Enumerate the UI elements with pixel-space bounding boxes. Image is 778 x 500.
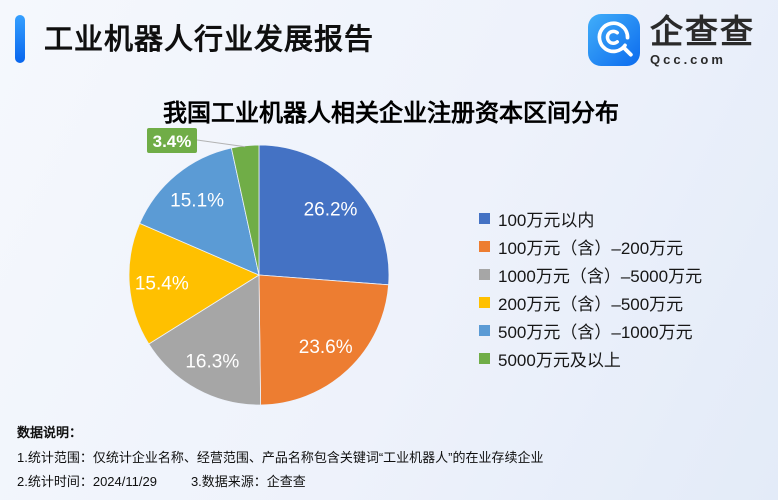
- notes-scope: 1.统计范围：仅统计企业名称、经营范围、产品名称包含关键词“工业机器人”的在业存…: [17, 450, 544, 465]
- legend-swatch: [479, 324, 490, 336]
- legend-item: 100万元（含）–200万元: [479, 232, 702, 260]
- notes-line2: 2.统计时间：2024/11/29 3.数据来源：企查查: [17, 471, 306, 490]
- legend-swatch: [479, 268, 490, 280]
- legend-label: 500万元（含）–1000万元: [498, 322, 693, 342]
- legend-label: 5000万元及以上: [498, 350, 621, 370]
- logo-domain: Qcc.com: [650, 52, 726, 67]
- legend-label: 1000万元（含）–5000万元: [498, 266, 703, 286]
- notes-source: 3.数据来源：企查查: [190, 474, 306, 489]
- callout-label: 3.4%: [153, 132, 192, 151]
- legend-item: 1000万元（含）–5000万元: [479, 260, 702, 288]
- title-accent-bar: [15, 15, 25, 63]
- legend-item: 100万元以内: [479, 204, 702, 232]
- legend-label: 200万元（含）–500万元: [498, 294, 684, 314]
- logo-name: 企查查: [650, 13, 755, 50]
- slice-percent-label: 23.6%: [299, 337, 353, 358]
- legend-item: 500万元（含）–1000万元: [479, 316, 702, 344]
- slice-percent-label: 15.4%: [135, 273, 189, 294]
- callout-leader-line: [196, 139, 246, 148]
- callout-box: [147, 128, 197, 153]
- pie-slice-5: [230, 144, 260, 276]
- chart-title: 我国工业机器人相关企业注册资本区间分布: [163, 100, 619, 127]
- notes-time: 2.统计时间：2024/11/29: [17, 474, 157, 489]
- slice-percent-label: 26.2%: [304, 200, 358, 221]
- pie-chart: 26.2% 23.6% 16.3% 15.4% 15.1% 3.4%: [128, 128, 390, 406]
- legend-item: 200万元（含）–500万元: [479, 288, 702, 316]
- slice-percent-label: 15.1%: [170, 191, 224, 212]
- pie-slice-4: [139, 147, 260, 276]
- pie-slice-0: [258, 144, 390, 286]
- pie-slice-1: [258, 274, 390, 406]
- data-notes: 数据说明： 1.统计范围：仅统计企业名称、经营范围、产品名称包含关键词“工业机器…: [17, 422, 544, 489]
- page-title: 工业机器人行业发展报告: [44, 24, 375, 56]
- qcc-magnifier-icon: [588, 14, 640, 66]
- legend-swatch: [479, 212, 490, 224]
- legend-label: 100万元（含）–200万元: [498, 238, 684, 258]
- notes-heading: 数据说明：: [17, 425, 83, 440]
- legend-swatch: [479, 296, 490, 308]
- chart-legend: 100万元以内 100万元（含）–200万元 1000万元（含）–5000万元 …: [479, 204, 702, 372]
- legend-item: 5000万元及以上: [479, 344, 702, 372]
- legend-label: 100万元以内: [498, 210, 595, 230]
- slice-percent-label: 16.3%: [185, 352, 239, 373]
- pie-slice-2: [148, 274, 262, 406]
- qcc-logo: 企查查 Qcc.com: [588, 14, 755, 67]
- pie-slice-3: [128, 222, 260, 345]
- legend-swatch: [479, 240, 490, 252]
- legend-swatch: [479, 352, 490, 364]
